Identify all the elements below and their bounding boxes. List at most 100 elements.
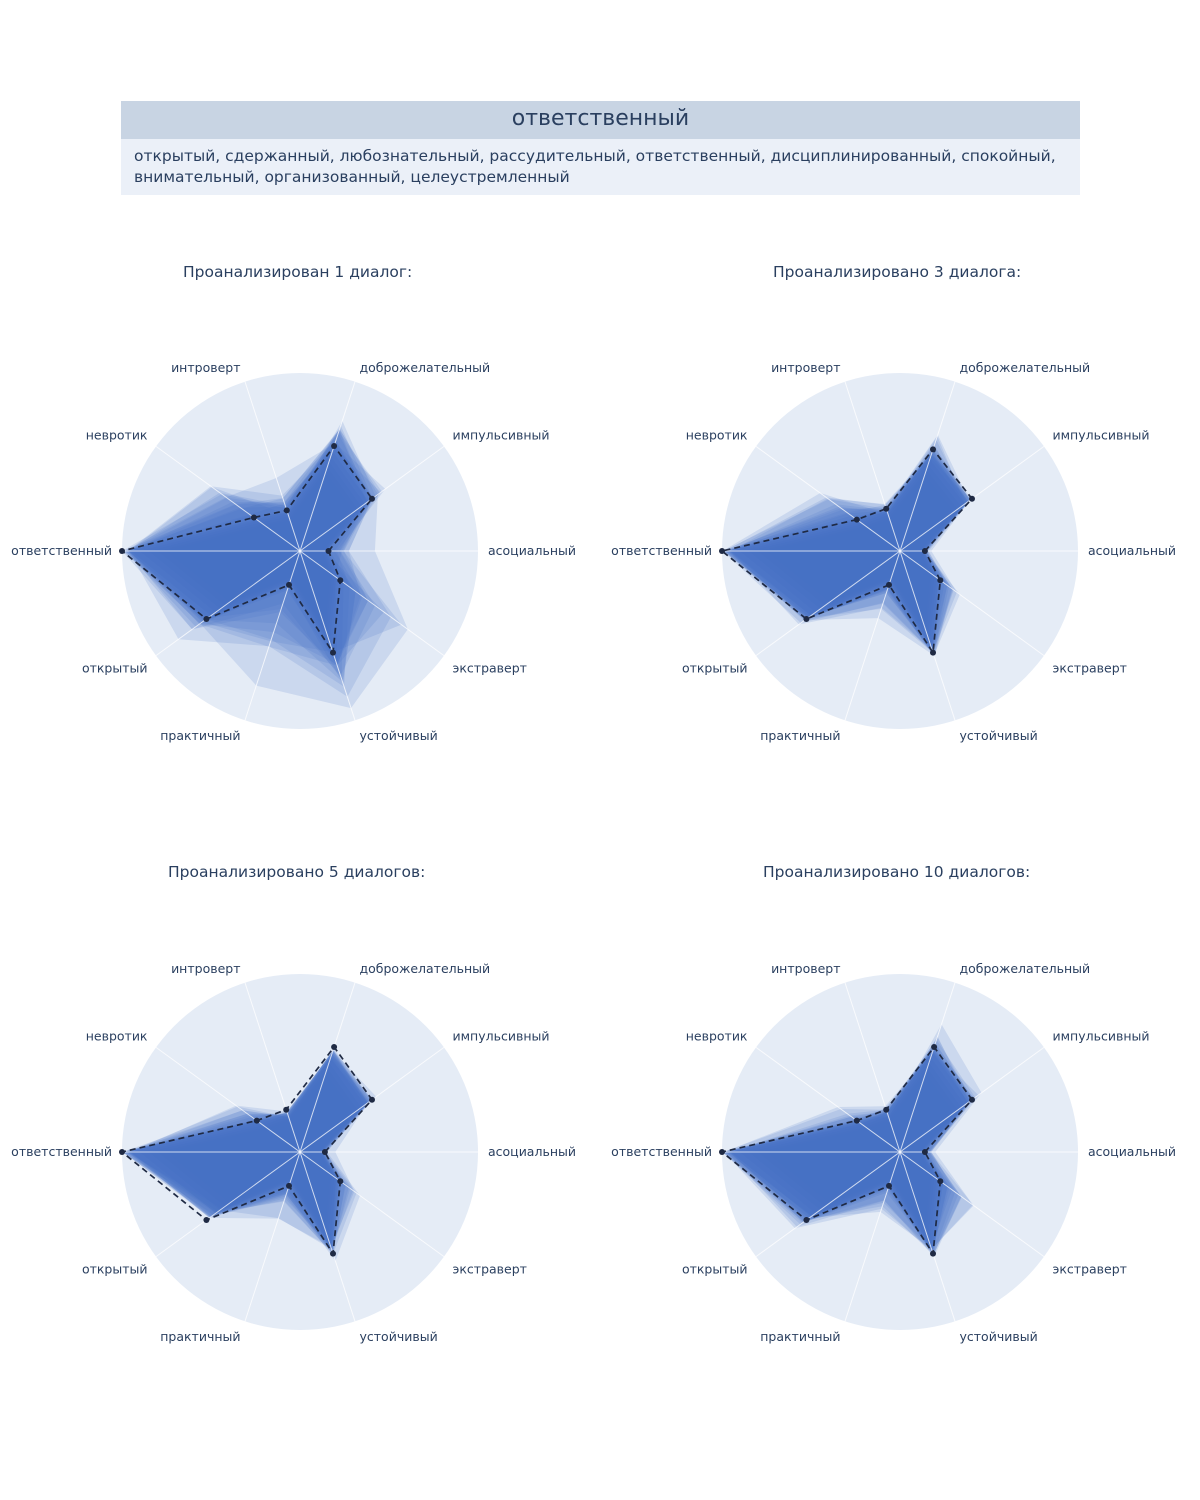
series-area xyxy=(125,442,374,663)
summary-table: ответственный открытый, сдержанный, любо… xyxy=(121,101,1080,195)
plot-title-2: Проанализировано 3 диалога: xyxy=(773,263,1022,281)
reference-point xyxy=(369,1096,375,1103)
series-area xyxy=(722,1024,982,1250)
series-area xyxy=(729,445,967,654)
series-area xyxy=(128,429,380,676)
series-area xyxy=(730,1037,972,1253)
axis-label: устойчивый xyxy=(360,728,438,743)
series-area xyxy=(722,451,971,653)
axis-label: практичный xyxy=(160,728,240,743)
series-area xyxy=(128,1055,370,1247)
series-core xyxy=(157,1068,358,1234)
reference-line xyxy=(720,448,974,656)
summary-title: ответственный xyxy=(121,101,1080,139)
axis-label: невротик xyxy=(686,1029,748,1044)
series-area xyxy=(130,1058,369,1248)
reference-point xyxy=(883,1106,890,1113)
reference-point xyxy=(286,1182,292,1189)
series-core xyxy=(148,461,362,638)
series-area xyxy=(729,448,971,651)
angular-gridline xyxy=(755,550,901,657)
angular-gridline xyxy=(899,1151,1045,1258)
series-area xyxy=(723,1047,974,1250)
series-area xyxy=(723,436,966,656)
series-area xyxy=(127,440,402,653)
axis-label: открытый xyxy=(82,1261,148,1276)
angular-gridline xyxy=(155,1151,301,1258)
series-area xyxy=(129,446,384,666)
reference-point xyxy=(119,548,125,554)
series-core xyxy=(166,1073,354,1229)
reference-point xyxy=(119,1149,125,1155)
axis-label: экстраверт xyxy=(1053,660,1127,675)
reference-point xyxy=(853,1117,860,1124)
axis-label: ответственный xyxy=(611,1144,712,1159)
axis-label: устойчивый xyxy=(360,1329,438,1344)
series-core xyxy=(139,1057,365,1244)
reference-point xyxy=(883,505,890,512)
axis-label: интроверт xyxy=(171,961,240,976)
reference-point xyxy=(930,1250,936,1257)
reference-point xyxy=(331,443,338,449)
axis-label: импульсивный xyxy=(453,1029,550,1044)
series-area xyxy=(722,1043,974,1252)
axis-label: импульсивный xyxy=(453,428,550,443)
axis-label: доброжелательный xyxy=(960,961,1091,976)
axis-label: невротик xyxy=(86,428,148,443)
reference-point xyxy=(931,1044,938,1050)
series-area xyxy=(122,447,372,667)
series-area xyxy=(128,440,372,684)
radar-chart-2: асоциальный импульсивный доброжелательный и… xyxy=(611,360,1176,743)
series-area xyxy=(724,1036,970,1255)
series-core xyxy=(130,451,369,648)
reference-point xyxy=(886,1182,892,1189)
axis-label: невротик xyxy=(86,1029,148,1044)
angular-gridline xyxy=(299,1151,445,1258)
reference-point xyxy=(325,548,332,554)
series-area xyxy=(123,1050,368,1251)
angular-gridline xyxy=(899,550,1045,657)
series-area xyxy=(124,443,386,687)
angular-gridline xyxy=(244,982,301,1153)
angular-gridline xyxy=(844,1151,901,1322)
axis-label: практичный xyxy=(160,1329,240,1344)
angular-gridline xyxy=(244,550,301,721)
reference-point xyxy=(719,548,725,554)
angular-gridline xyxy=(899,1151,956,1322)
angular-gridline xyxy=(299,550,356,721)
angular-gridline xyxy=(155,1046,301,1153)
angular-gridline xyxy=(299,550,445,657)
angular-gridline xyxy=(899,982,956,1153)
axis-label: асоциальный xyxy=(488,1144,576,1159)
radar-chart-3: асоциальный импульсивный доброжелательный и… xyxy=(11,961,576,1344)
axis-label: импульсивный xyxy=(1053,1029,1150,1044)
series-area xyxy=(725,1043,974,1256)
axis-label: практичный xyxy=(760,1329,840,1344)
reference-point xyxy=(921,1149,928,1155)
reference-point xyxy=(331,1044,338,1050)
series-area xyxy=(726,446,972,651)
plot-title-1: Проанализирован 1 диалог: xyxy=(183,263,413,281)
reference-point xyxy=(930,446,936,453)
series-area xyxy=(122,429,370,666)
angular-gridline xyxy=(155,550,301,657)
series-core xyxy=(739,1057,965,1244)
axis-label: практичный xyxy=(760,728,840,743)
series-area xyxy=(727,449,971,658)
series-area xyxy=(728,439,968,657)
reference-point xyxy=(719,1149,725,1155)
series-area xyxy=(128,433,372,666)
series-area xyxy=(123,1053,368,1255)
series-area xyxy=(728,1047,968,1249)
series-area xyxy=(723,434,970,653)
series-core xyxy=(157,467,358,633)
series-area xyxy=(123,428,408,709)
axis-label: устойчивый xyxy=(960,1329,1038,1344)
axis-label: доброжелательный xyxy=(360,961,491,976)
axis-label: интроверт xyxy=(171,360,240,375)
reference-point xyxy=(969,1096,975,1103)
reference-point xyxy=(283,1106,290,1113)
axis-label: асоциальный xyxy=(1088,543,1176,558)
reference-point xyxy=(330,1250,336,1257)
